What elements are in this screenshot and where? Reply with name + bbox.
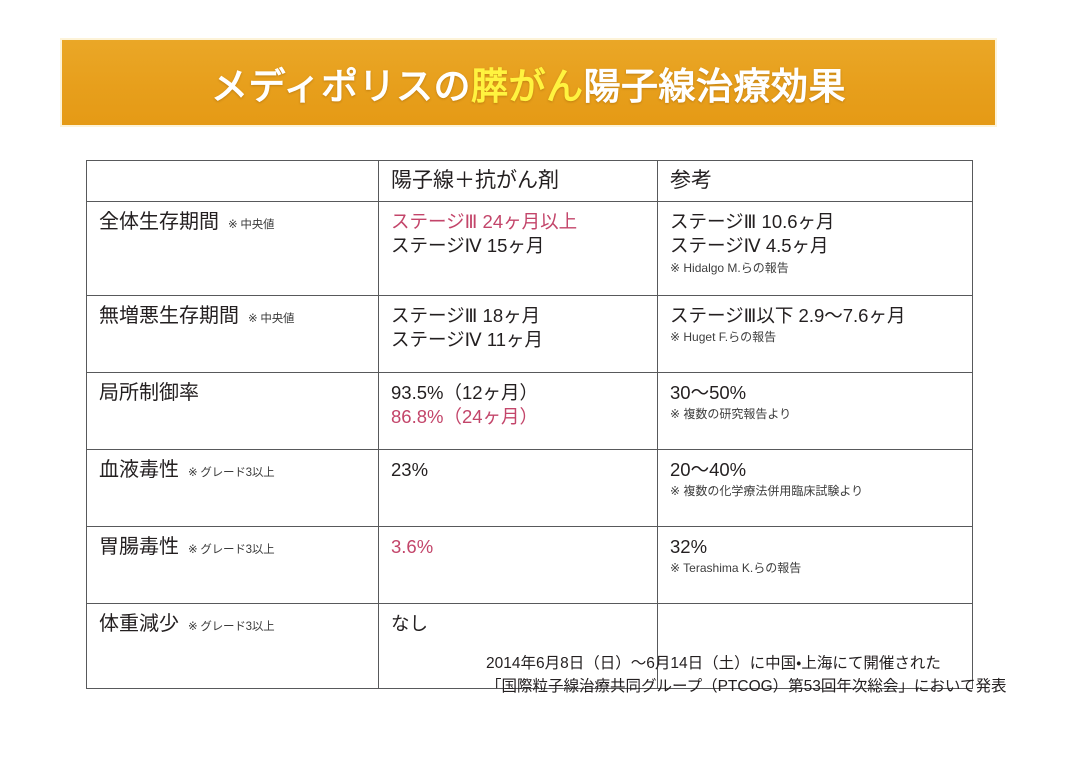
- table-header-row: 陽子線＋抗がん剤 参考: [86, 160, 973, 202]
- row-label-cell: 局所制御率: [86, 372, 379, 450]
- reference-value-line: ステージⅢ以下 2.9〜7.6ヶ月: [670, 305, 906, 326]
- reference-value-cell: ステージⅢ 10.6ヶ月 ステージⅣ 4.5ヶ月 ※ Hidalgo M.らの報…: [657, 201, 973, 296]
- results-table-container: 陽子線＋抗がん剤 参考 全体生存期間 ※ 中央値 ステージⅢ 24ヶ月以上 ステー…: [86, 160, 973, 689]
- proton-value-line: ステージⅣ 11ヶ月: [391, 329, 544, 351]
- page-title-part-2: 陽子線治療効果: [583, 65, 846, 107]
- row-label-cell: 全体生存期間 ※ 中央値: [86, 201, 379, 296]
- row-label: 全体生存期間: [99, 211, 219, 233]
- treatment-results-table: 陽子線＋抗がん剤 参考 全体生存期間 ※ 中央値 ステージⅢ 24ヶ月以上 ステー…: [86, 160, 973, 689]
- column-header-reference-label: 参考: [670, 169, 712, 192]
- proton-value-line: 3.6%: [391, 536, 434, 557]
- reference-value-cell: 30〜50% ※ 複数の研究報告より: [657, 372, 973, 450]
- row-label-note: ※ 中央値: [248, 313, 295, 325]
- table-row: 胃腸毒性 ※ グレード3以上 3.6% 32% ※ Terashima K.らの報…: [86, 526, 973, 604]
- row-label-cell: 胃腸毒性 ※ グレード3以上: [86, 526, 379, 604]
- row-label-note: ※ 中央値: [228, 219, 275, 231]
- reference-value-cell: 32% ※ Terashima K.らの報告: [657, 526, 973, 604]
- proton-value-line: 86.8%（24ヶ月）: [391, 406, 539, 428]
- footnote-line-1: 2014年6月8日（日）〜6月14日（土）に中国・上海にて開催された: [486, 655, 941, 672]
- proton-value-line: 93.5%（12ヶ月）: [391, 382, 539, 403]
- table-row: 無増悪生存期間 ※ 中央値 ステージⅢ 18ヶ月 ステージⅣ 11ヶ月 ステージⅢ…: [86, 295, 973, 373]
- reference-value-line: ステージⅣ 4.5ヶ月: [670, 235, 829, 257]
- proton-value-line: なし: [391, 613, 429, 634]
- proton-value-line: ステージⅢ 18ヶ月: [391, 305, 541, 326]
- reference-source: ※ 複数の研究報告より: [670, 407, 792, 422]
- row-label: 無増悪生存期間: [99, 305, 239, 327]
- table-row: 体重減少 ※ グレード3以上 なし: [86, 603, 973, 689]
- row-label: 血液毒性: [99, 459, 179, 481]
- proton-value-line: 23%: [391, 459, 429, 480]
- table-row: 血液毒性 ※ グレード3以上 23% 20〜40% ※ 複数の化学療法併用臨床試験…: [86, 449, 973, 527]
- row-label-note: ※ グレード3以上: [188, 621, 275, 633]
- row-label-note: ※ グレード3以上: [188, 544, 275, 556]
- table-body: 全体生存期間 ※ 中央値 ステージⅢ 24ヶ月以上 ステージⅣ 15ヶ月 ステージ…: [86, 201, 973, 689]
- reference-source: ※ Hidalgo M.らの報告: [670, 260, 789, 275]
- reference-value-line: ステージⅢ 10.6ヶ月: [670, 211, 835, 232]
- row-label: 局所制御率: [99, 382, 199, 404]
- column-header-proton: 陽子線＋抗がん剤: [378, 160, 658, 202]
- page-title-highlight: 膵がん: [470, 65, 584, 107]
- proton-value-cell: なし: [378, 603, 658, 689]
- proton-value-cell: 23%: [378, 449, 658, 527]
- page-title: メディポリスの膵がん陽子線治療効果: [211, 56, 846, 110]
- row-label: 胃腸毒性: [99, 536, 179, 558]
- proton-value-cell: ステージⅢ 18ヶ月 ステージⅣ 11ヶ月: [378, 295, 658, 373]
- row-label: 体重減少: [99, 613, 179, 635]
- page-title-part-1: メディポリスの: [211, 65, 471, 107]
- table-row: 局所制御率 93.5%（12ヶ月） 86.8%（24ヶ月） 30〜50% ※ 複…: [86, 372, 973, 450]
- proton-value-cell: 3.6%: [378, 526, 658, 604]
- column-header-proton-label: 陽子線＋抗がん剤: [391, 169, 559, 192]
- row-label-cell: 血液毒性 ※ グレード3以上: [86, 449, 379, 527]
- reference-value-line: 20〜40%: [670, 459, 747, 480]
- reference-source: ※ Huget F.らの報告: [670, 330, 777, 345]
- title-banner: メディポリスの膵がん陽子線治療効果: [62, 40, 995, 125]
- proton-value-cell: ステージⅢ 24ヶ月以上 ステージⅣ 15ヶ月: [378, 201, 658, 296]
- footnote: 2014年6月8日（日）〜6月14日（土）に中国・上海にて開催された 「国際粒子…: [486, 652, 1006, 699]
- reference-value-cell: ステージⅢ以下 2.9〜7.6ヶ月 ※ Huget F.らの報告: [657, 295, 973, 373]
- row-label-cell: 体重減少 ※ グレード3以上: [86, 603, 379, 689]
- reference-source: ※ 複数の化学療法併用臨床試験より: [670, 484, 864, 499]
- reference-value-cell: [657, 603, 973, 689]
- column-header-reference: 参考: [657, 160, 973, 202]
- proton-value-line: ステージⅢ 24ヶ月以上: [391, 211, 578, 232]
- reference-value-line: 30〜50%: [670, 382, 747, 403]
- proton-value-line: ステージⅣ 15ヶ月: [391, 235, 545, 257]
- row-label-cell: 無増悪生存期間 ※ 中央値: [86, 295, 379, 373]
- reference-source: ※ Terashima K.らの報告: [670, 561, 802, 576]
- table-row: 全体生存期間 ※ 中央値 ステージⅢ 24ヶ月以上 ステージⅣ 15ヶ月 ステージ…: [86, 201, 973, 296]
- row-label-note: ※ グレード3以上: [188, 467, 275, 479]
- proton-value-cell: 93.5%（12ヶ月） 86.8%（24ヶ月）: [378, 372, 658, 450]
- footnote-line-2: 「国際粒子線治療共同グループ（PTCOG）第53回年次総会」において発表: [486, 678, 1007, 696]
- reference-value-line: 32%: [670, 536, 708, 557]
- reference-value-cell: 20〜40% ※ 複数の化学療法併用臨床試験より: [657, 449, 973, 527]
- column-header-metric: [86, 160, 379, 202]
